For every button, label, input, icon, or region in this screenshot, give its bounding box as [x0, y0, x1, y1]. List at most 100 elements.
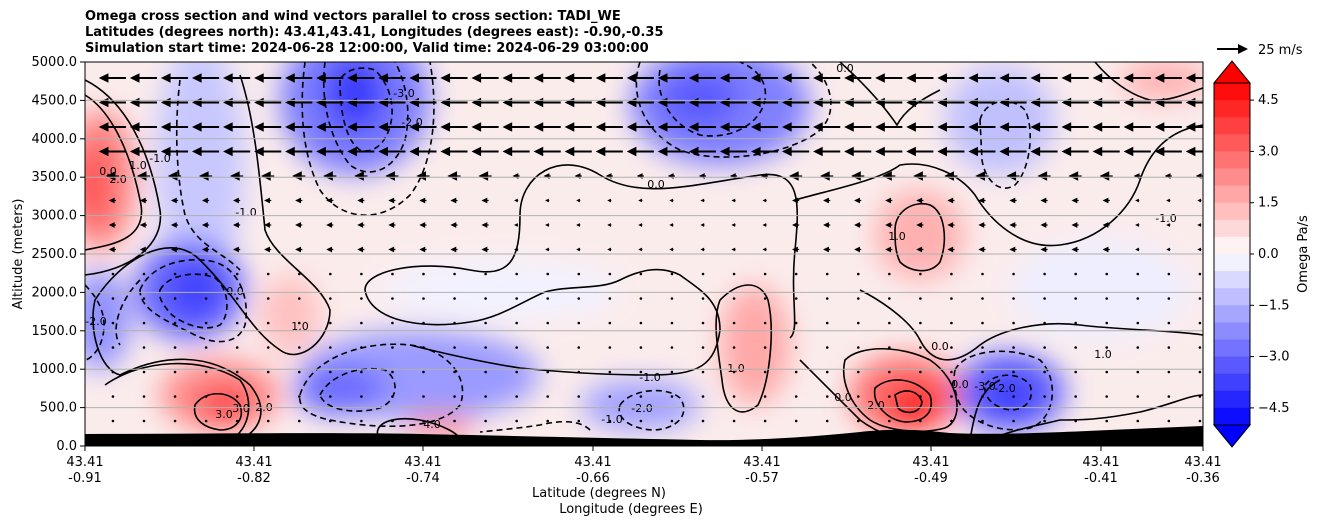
wind-vector: [235, 321, 239, 325]
wind-vector: [794, 297, 798, 300]
colorbar-band: [1214, 339, 1250, 358]
x-tick-label-lat: 43.41: [66, 455, 103, 470]
wind-vector-head: [347, 146, 357, 157]
wind-vector: [577, 419, 581, 423]
wind-vector-head: [264, 222, 270, 228]
wind-vector-head: [875, 73, 885, 83]
x-tick-label-lat: 43.41: [1082, 455, 1119, 470]
wind-vector-head: [326, 222, 333, 228]
contour-line: [618, 389, 685, 431]
wind-vector-head: [316, 73, 326, 83]
wind-vector: [111, 346, 115, 349]
wind-vector: [701, 321, 705, 325]
wind-vector: [111, 370, 115, 374]
grid-lines: [85, 99, 1203, 409]
contour-line: [175, 79, 241, 271]
wind-vector-head: [1185, 73, 1196, 83]
wind-vector-head: [326, 246, 333, 253]
wind-vector: [732, 346, 736, 349]
wind-vector: [1105, 321, 1109, 325]
wind-vector: [360, 321, 363, 325]
wind-vector-head: [1154, 122, 1165, 132]
wind-vector: [1198, 321, 1202, 325]
wind-vector: [981, 321, 984, 325]
colorbar-band: [1214, 407, 1250, 426]
title-line-2: Latitudes (degrees north): 43.41,43.41, …: [85, 25, 664, 40]
wind-vector-head: [937, 73, 947, 83]
contour-label: 1.0: [1094, 348, 1112, 361]
wind-vector-head: [638, 198, 642, 203]
wind-vector-head: [1030, 122, 1041, 132]
wind-vector-head: [419, 197, 426, 204]
wind-vector: [608, 346, 612, 349]
wind-vector: [266, 346, 270, 349]
contour-label: -3.0: [393, 87, 414, 100]
x-tick-label-lat: 43.41: [574, 455, 611, 470]
wind-vector-head: [545, 198, 549, 203]
y-tick-label: 2000.0: [32, 285, 78, 300]
wind-vector-head: [999, 122, 1010, 132]
wind-vector-head: [762, 223, 767, 227]
wind-vector-head: [937, 122, 947, 132]
wind-vector-head: [447, 171, 458, 181]
wind-vector: [950, 419, 953, 423]
contour-label: 0.0: [951, 378, 969, 391]
wind-vector: [391, 395, 394, 398]
wind-vector: [422, 346, 425, 349]
wind-vector-head: [357, 246, 364, 253]
wind-vector: [825, 370, 829, 374]
contour-line: [984, 374, 1032, 411]
positive-band-low-mid: [260, 275, 320, 355]
wind-vector-head: [813, 73, 823, 83]
wind-vector: [1043, 346, 1046, 349]
wind-vector-head: [968, 146, 979, 157]
wind-vector-head: [440, 73, 451, 83]
wind-vector-head: [1099, 171, 1110, 181]
wind-vector: [856, 370, 860, 374]
wind-vector: [888, 321, 891, 325]
wind-vector-head: [595, 73, 606, 83]
wind-vector: [919, 419, 922, 423]
contour-label: 0.0: [647, 178, 665, 191]
wind-vector: [919, 272, 922, 276]
wind-vector-head: [1092, 73, 1103, 83]
wind-vector-head: [139, 246, 146, 253]
contour-label: 1.0: [291, 320, 309, 333]
wind-vector-head: [882, 171, 892, 181]
contour-label: 2.0: [867, 399, 885, 412]
wind-vector: [235, 419, 239, 423]
wind-vector-head: [1166, 198, 1170, 203]
wind-vector-head: [937, 146, 947, 157]
wind-vector: [204, 370, 208, 374]
wind-vector-head: [851, 171, 861, 181]
wind-vector: [515, 370, 518, 374]
wind-vector: [484, 419, 487, 423]
wind-vector: [204, 297, 208, 300]
wind-vector-head: [354, 171, 364, 181]
wind-vector-head: [1185, 146, 1196, 157]
wind-vector-head: [750, 146, 761, 157]
wind-vector: [1198, 297, 1202, 300]
contour-line: [364, 164, 799, 339]
colorbar-tick-label: −3.0: [1258, 350, 1290, 365]
wind-vector: [639, 297, 643, 300]
wind-vector-head: [471, 146, 482, 157]
wind-vector: [794, 272, 798, 276]
wind-vector: [173, 297, 177, 300]
wind-vector-head: [1092, 122, 1103, 132]
wind-vector-head: [792, 197, 798, 204]
colorbar-band: [1214, 288, 1250, 306]
wind-vector: [1074, 370, 1077, 374]
wind-vector-head: [750, 122, 761, 132]
x-tick-label-lon: -0.91: [68, 471, 102, 486]
wind-vector-head: [844, 122, 854, 132]
colorbar-tick-label: −1.5: [1258, 298, 1290, 313]
wind-vector: [1012, 297, 1015, 300]
wind-vector: [825, 395, 829, 398]
contour-label: 0.0: [226, 285, 244, 298]
wind-vector: [204, 346, 208, 349]
wind-vector: [856, 346, 860, 349]
wind-vector-head: [347, 73, 357, 83]
wind-vector: [484, 321, 487, 325]
wind-vector-head: [906, 122, 916, 132]
